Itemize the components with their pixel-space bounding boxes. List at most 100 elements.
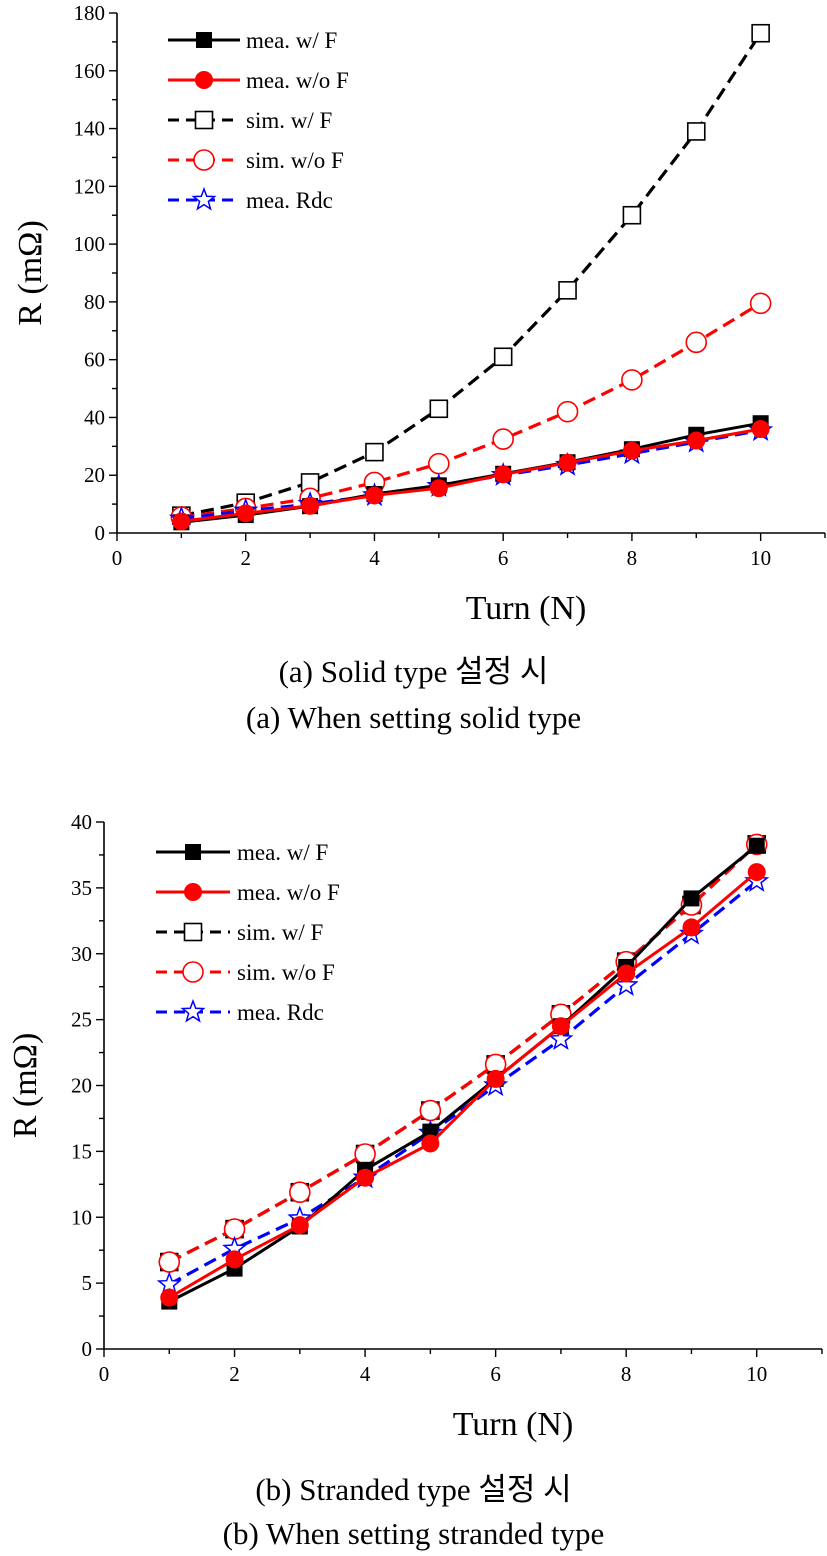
series-mea-w-o-f [160,863,766,1307]
legend-label: sim. w/ F [237,920,323,945]
data-point-marker [686,122,706,141]
y-tick-label: 40 [84,405,105,429]
data-point-marker [493,347,513,367]
legend-marker [195,71,213,89]
legend-label: mea. w/o F [246,68,349,93]
y-tick-label: 5 [82,1271,93,1295]
legend-marker [185,844,201,860]
y-tick-label: 10 [71,1205,92,1229]
data-point-marker [613,972,639,997]
chart-stranded-type: 0 2 4 6 8 10 0 5 10 15 20 25 30 35 40 Turn (N) R (mΩ) mea… [7,810,823,1443]
legend-label: sim. w/o F [246,148,344,173]
y-tick-label: 35 [71,876,92,900]
series-sim-w-f [172,23,770,525]
y-tick-label: 0 [82,1337,93,1361]
caption-b-english: (b) When setting stranded type [222,1516,605,1551]
x-tick-label: 0 [112,546,123,570]
x-tick-label: 8 [621,1362,632,1386]
series-line [181,301,762,519]
data-point-marker [748,837,765,854]
legend-label: mea. Rdc [237,1000,324,1025]
x-axis-title: Turn (N) [453,1406,574,1443]
y-tick-label: 30 [71,942,92,966]
data-point-marker [428,452,450,475]
data-point-marker [429,399,449,419]
data-point-marker [749,292,772,315]
series-line [181,427,761,523]
y-tick-label: 0 [95,521,106,545]
series-sim-w-o-f [170,292,772,528]
legend-marker [183,922,203,942]
legend-marker [194,110,214,130]
data-point-marker [751,420,770,438]
x-tick-label: 4 [369,546,380,570]
data-point-marker [158,1251,181,1273]
y-tick-label: 40 [71,810,92,834]
y-tick-label: 160 [74,59,106,83]
data-point-marker [365,442,384,462]
legend-marker [191,186,217,211]
y-tick-label: 20 [84,463,105,487]
x-tick-label: 2 [240,546,251,570]
data-point-marker [486,1069,505,1088]
data-point-marker [682,918,701,937]
x-tick-label: 4 [360,1362,371,1386]
legend-marker [193,149,215,171]
legend-label: mea. Rdc [246,188,333,213]
data-point-marker [621,369,643,391]
data-point-marker [160,1288,179,1307]
y-tick-label: 120 [74,174,106,198]
series-line [181,32,762,518]
data-point-marker [683,890,700,907]
y-tick-label: 60 [84,348,105,372]
x-tick-label: 2 [229,1362,240,1386]
series-line [168,870,758,1299]
y-axis-title: R (mΩ) [7,1033,44,1139]
caption-a-english: (a) When setting solid type [245,700,582,735]
data-point-marker [365,486,384,505]
data-point-marker [687,431,706,450]
x-tick-label: 10 [750,546,771,570]
data-point-marker [236,504,255,523]
data-point-marker [751,23,770,43]
data-point-marker [172,512,191,531]
data-point-marker [747,863,766,882]
data-point-marker [419,1099,442,1122]
series-line [168,844,758,1303]
data-point-marker [429,479,448,498]
data-point-marker [617,964,636,983]
data-point-marker [556,400,579,423]
legend-marker [196,32,212,48]
y-tick-label: 80 [84,290,105,314]
x-tick-label: 0 [99,1362,110,1386]
data-point-marker [494,465,513,484]
legend-label: mea. w/ F [246,28,337,53]
data-point-marker [622,205,642,225]
data-point-marker [290,1216,309,1235]
legend-label: mea. w/o F [237,880,340,905]
x-axis-title: Turn (N) [466,590,587,627]
y-tick-label: 180 [74,1,106,25]
legend-label: mea. w/ F [237,840,328,865]
series-mea-w-f [161,837,765,1310]
data-point-marker [354,1143,376,1165]
legend-marker [184,883,202,901]
series-line [168,843,758,1264]
data-point-marker [548,1026,574,1051]
data-point-marker [356,1168,375,1187]
y-axis-title: R (mΩ) [12,220,49,326]
data-point-marker [558,281,577,300]
series-line [168,843,758,1264]
data-point-marker [558,453,577,472]
data-point-marker [622,441,641,460]
data-point-marker [225,1250,244,1269]
caption-a-korean: (a) Solid type 설정 시 [278,654,549,689]
series-mea-w-f [173,415,769,531]
caption-b-korean: (b) Stranded type 설정 시 [255,1472,572,1507]
y-tick-label: 25 [71,1008,92,1032]
x-tick-label: 8 [627,546,638,570]
legend-label: sim. w/ F [246,108,332,133]
series-mea-w-o-f [172,420,770,531]
x-tick-label: 10 [746,1362,767,1386]
